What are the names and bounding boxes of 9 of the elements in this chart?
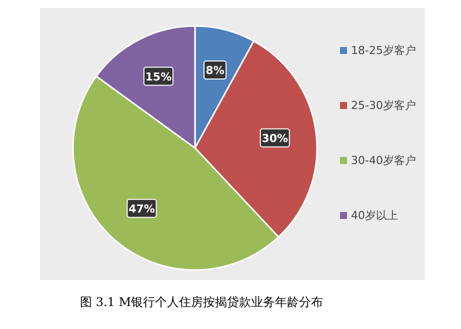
legend-label: 40岁以上: [351, 208, 398, 223]
legend-label: 18-25岁客户: [351, 43, 416, 58]
data-label: 47%: [128, 202, 155, 216]
data-label: 15%: [145, 70, 172, 84]
legend-label: 25-30岁客户: [351, 98, 416, 113]
data-label: 30%: [262, 132, 288, 145]
data-label: 8%: [206, 64, 224, 78]
legend-label: 30-40岁客户: [351, 153, 416, 168]
caption: 图 3.1 M银行个人住房按揭贷款业务年龄分布: [80, 294, 324, 311]
